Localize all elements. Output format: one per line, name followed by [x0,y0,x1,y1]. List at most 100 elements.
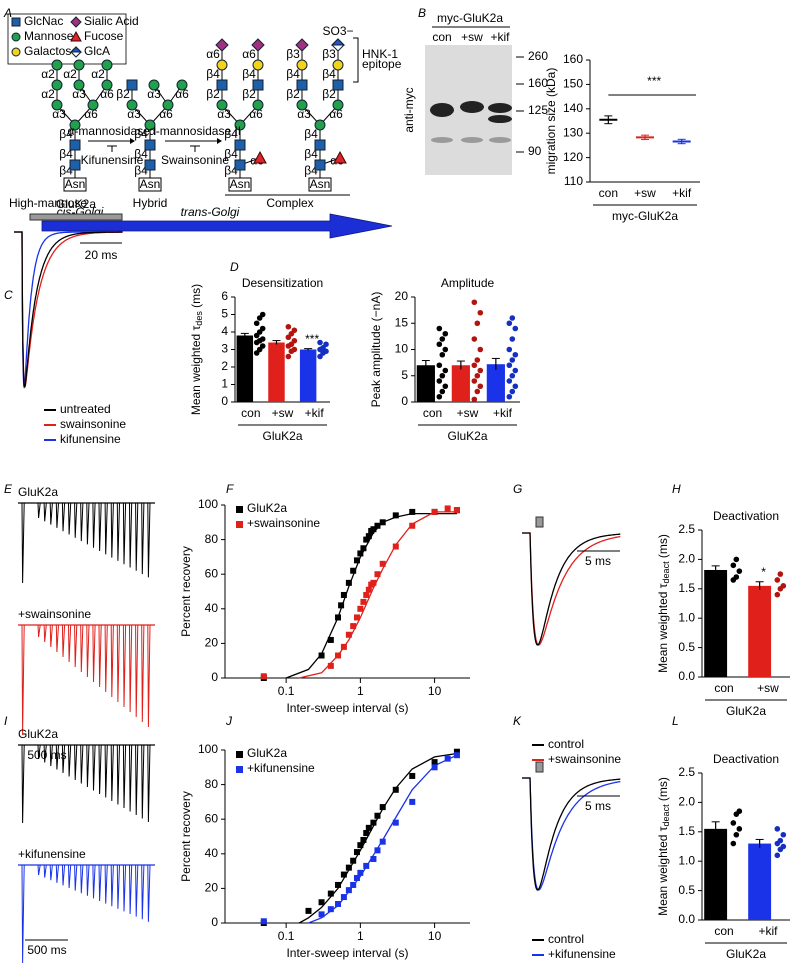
linkage-label: α2 [41,67,55,81]
monosaccharide [296,99,308,111]
pulse [49,744,53,767]
data-point [285,323,292,330]
data-point [774,577,781,583]
linkage-label: β4 [206,67,220,81]
x-axis-label: Inter-sweep interval (s) [286,946,408,960]
monosaccharide [251,38,265,52]
pulse [110,502,114,558]
y-axis-label: Mean weighted τdeact (ms) [656,777,671,916]
data-point [365,824,372,831]
monosaccharide [332,79,344,91]
asn-box [138,177,162,192]
pulse [116,624,120,703]
epitope-label: epitope [362,57,402,71]
pulse [80,744,84,784]
data-point [409,522,416,529]
data-point [439,388,446,395]
monosaccharide [252,59,264,71]
asn-label: Asn [230,177,251,191]
data-point [291,346,298,353]
current-trace [522,532,621,646]
trace-label: +swainsonine [18,607,91,621]
data-point [509,315,516,321]
panel-label: A [3,6,12,20]
monosaccharide [69,119,81,131]
current-trace [522,777,621,891]
linkage-label: β2 [116,87,130,101]
pulse [61,624,66,658]
legend-label: control [548,932,584,946]
legend-label: control [548,737,584,751]
pulse [37,744,41,760]
group-label: GluK2a [726,704,766,718]
stimulus-bar [535,516,544,528]
data-point [736,808,743,815]
data-point [379,838,386,845]
data-point [374,847,381,854]
pulse [68,502,72,535]
y-tick-label: 0 [211,915,218,929]
data-point [340,591,347,598]
x-axis-label: Inter-sweep interval (s) [286,701,408,715]
pulse [98,624,102,688]
legend-symbol [11,32,21,42]
blot-band [488,115,512,123]
data-point [436,393,443,400]
sulfate-label: SO3− [322,24,353,38]
data-point [453,507,460,514]
y-tick-label: 20 [205,636,219,650]
linkage-label: α6 [100,87,114,101]
data-point [327,636,334,643]
data-point [353,875,360,882]
data-point [509,357,516,363]
data-point [350,881,357,888]
monosaccharide [215,38,229,52]
pulse [92,624,96,683]
chart-title: Desensitization [242,276,323,290]
data-point [442,367,449,374]
data-point [253,320,260,327]
data-point [345,887,352,894]
pulse [37,502,41,519]
y-tick-label: 40 [205,846,219,860]
y-tick-label: 0 [211,670,218,684]
fit-curve [298,752,457,924]
linkage-label: α2 [91,67,105,81]
bar [748,843,772,920]
y-tick-label: 120 [563,150,583,164]
y-axis-label: migration size (kDa) [544,68,558,175]
panel-label: H [672,482,681,496]
linkage-label: β4 [286,67,300,81]
data-point [327,906,334,913]
data-point [774,852,781,859]
monosaccharide [295,38,309,52]
monosaccharide [126,79,138,91]
data-point [350,623,357,630]
legend-symbol [70,16,82,28]
data-point [379,519,386,526]
pulse [55,502,59,528]
data-point [340,643,347,650]
enzyme-label: α-mannosidase I [68,124,157,138]
data-point [506,346,513,353]
blot-band [430,103,454,117]
monosaccharide [296,59,308,71]
y-tick-label: 140 [563,101,583,115]
data-point [259,311,266,318]
y-tick-label: 0.0 [678,912,695,926]
data-point [291,327,298,334]
enzyme-arrowhead [130,138,135,144]
data-point [477,309,484,316]
pulse [86,502,90,545]
data-point [509,336,516,342]
data-point [392,786,399,793]
pulse [147,502,151,578]
linkage-label: β4 [224,127,238,141]
epitope-label: HNK-1 [362,47,398,61]
y-tick-label: 60 [205,566,219,580]
linkage-label: α6 [159,107,173,121]
monosaccharide [314,159,326,171]
data-point [780,843,787,850]
y-tick-label: 160 [563,52,583,66]
pulse [104,864,108,904]
